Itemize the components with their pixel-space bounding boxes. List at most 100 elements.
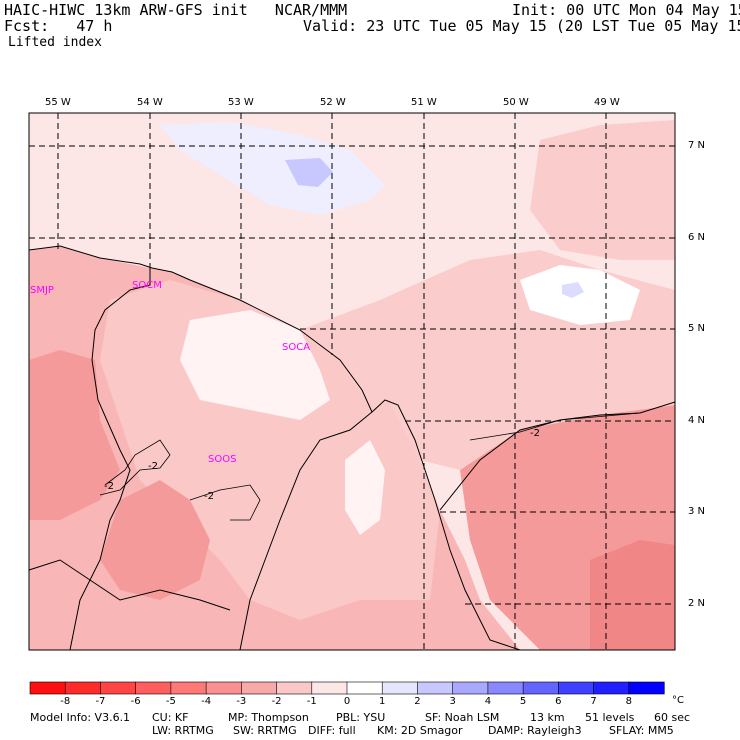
light-blue-area	[160, 122, 385, 215]
colorbar-swatch	[311, 681, 348, 695]
lon-label-54w: 54 W	[137, 97, 163, 108]
footer-levels: 51 levels	[585, 711, 635, 724]
white-patch-soca	[180, 310, 330, 420]
colorbar-swatch	[135, 681, 172, 695]
lat-label-3n: 3 N	[688, 506, 706, 517]
contour-east	[469, 412, 641, 441]
lon-label-51w: 51 W	[411, 97, 437, 108]
colorbar-tick-label: 7	[590, 696, 596, 707]
graticule	[29, 113, 675, 650]
colorbar-swatch	[346, 681, 383, 695]
colorbar-tick-label: 4	[485, 696, 491, 707]
colorbar-swatch	[593, 681, 630, 695]
white-patch-east	[520, 265, 640, 325]
colorbar-tick-label: 8	[626, 696, 632, 707]
lon-label-52w: 52 W	[320, 97, 346, 108]
contour-label-4: -2	[530, 428, 540, 439]
footer-lw: LW: RRTMG	[152, 724, 214, 737]
footer-mp: MP: Thompson	[228, 711, 309, 724]
colorbar-swatch	[417, 681, 454, 695]
footer-diff: DIFF: full	[308, 724, 356, 737]
footer-resolution: 13 km	[530, 711, 565, 724]
footer-sf: SF: Noah LSM	[425, 711, 500, 724]
colorbar-swatch	[64, 681, 102, 695]
contour-label-3: -2	[204, 491, 214, 502]
coastline	[28, 245, 521, 651]
field-name: Lifted index	[8, 35, 102, 50]
colorbar-tick-label: 3	[449, 696, 455, 707]
colorbar-swatch	[628, 681, 665, 695]
lat-label-6n: 6 N	[688, 232, 706, 243]
station-labels: SMJP SOCM SOCA SOOS	[30, 280, 310, 465]
footer-sw: SW: RRTMG	[233, 724, 297, 737]
colorbar-tick-label: 5	[520, 696, 526, 707]
colorbar-swatch	[522, 681, 559, 695]
pink-northeast	[530, 120, 675, 260]
white-patch-south	[345, 440, 385, 535]
colorbar-swatch	[241, 681, 278, 695]
colorbar-swatch	[558, 681, 595, 695]
footer-pbl: PBL: YSU	[336, 711, 386, 724]
lat-label-4n: 4 N	[688, 415, 706, 426]
dark-patch-southwest	[100, 480, 210, 600]
init-time: Init: 00 UTC Mon 04 May 15	[512, 1, 740, 19]
colorbar-swatch	[487, 681, 524, 695]
colorbar-tick-label: -5	[166, 696, 176, 707]
colorbar-tick-label: -1	[307, 696, 317, 707]
footer-damp: DAMP: Rayleigh3	[488, 724, 582, 737]
colorbar-swatch	[205, 681, 242, 695]
colorbar-tick-label: 0	[344, 696, 350, 707]
station-smjp: SMJP	[30, 285, 54, 296]
colorbar-tick-label: -8	[60, 696, 70, 707]
colorbar-tick-label: -4	[201, 696, 211, 707]
contour-label-1: -2	[148, 461, 158, 472]
blue-area	[285, 158, 333, 187]
colorbar-tick-label: -6	[131, 696, 141, 707]
contours	[99, 412, 641, 521]
footer-cu: CU: KF	[152, 711, 189, 724]
station-soos: SOOS	[208, 454, 236, 465]
colorbar-swatch	[170, 681, 207, 695]
valid-time: Valid: 23 UTC Tue 05 May 15 (20 LST Tue …	[303, 17, 740, 35]
station-socm: SOCM	[132, 280, 162, 291]
footer-model-info: Model Info: V3.6.1	[30, 711, 131, 724]
contour-west	[99, 439, 171, 496]
colorbar-swatch	[452, 681, 489, 695]
lon-label-55w: 55 W	[45, 97, 71, 108]
colorbar-tick-label: -3	[236, 696, 246, 707]
dark-patch-southeast	[590, 540, 675, 650]
footer-sflay: SFLAY: MM5	[609, 724, 674, 737]
model-title: HAIC-HIWC 13km ARW-GFS init NCAR/MMM	[4, 1, 348, 19]
colorbar-tick-label: 1	[379, 696, 385, 707]
lat-label-5n: 5 N	[688, 323, 706, 334]
blue-spot-east	[562, 282, 584, 298]
lon-label-49w: 49 W	[594, 97, 620, 108]
colorbar-swatch	[100, 681, 137, 695]
border-guyana-suriname	[69, 268, 151, 651]
lon-label-50w: 50 W	[503, 97, 529, 108]
colorbar-swatch	[381, 681, 419, 695]
colorbar-unit: °C	[672, 695, 684, 706]
border-suriname-guiana	[239, 411, 373, 651]
contour-label-2: -2	[104, 481, 114, 492]
lat-label-2n: 2 N	[688, 598, 706, 609]
colorbar	[29, 681, 665, 695]
colorbar-tick-label: 2	[414, 696, 420, 707]
colorbar-tick-label: 6	[555, 696, 561, 707]
colorbar-labels: -8 -7 -6 -5 -4 -3 -2 -1 0 1 2 3 4 5 6 7 8	[60, 696, 632, 707]
border-south	[28, 559, 231, 611]
footer-km: KM: 2D Smagor	[377, 724, 463, 737]
station-soca: SOCA	[282, 342, 310, 353]
footer-timestep: 60 sec	[654, 711, 691, 724]
forecast-hour: Fcst: 47 h	[4, 17, 113, 35]
colorbar-swatch	[29, 681, 66, 695]
lat-label-7n: 7 N	[688, 140, 706, 151]
map-frame	[28, 112, 676, 651]
colorbar-swatch	[276, 681, 313, 695]
colorbar-tick-label: -2	[272, 696, 282, 707]
colorbar-tick-label: -7	[95, 696, 105, 707]
contour-labels: -2 -2 -2 -2	[104, 428, 540, 502]
contour-central	[189, 484, 261, 521]
lon-label-53w: 53 W	[228, 97, 254, 108]
